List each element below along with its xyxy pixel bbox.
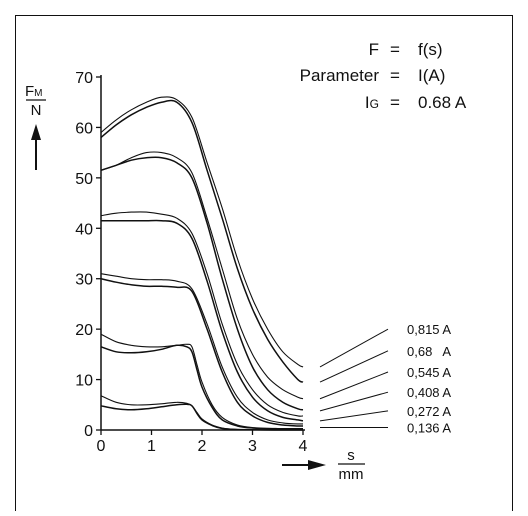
series-curve-4-b [100,277,304,427]
annotation-equals-2: = [390,66,400,85]
x-tick-label: 1 [147,438,156,455]
series-curve-3-b [100,219,304,422]
annotation-ig-sub: G [370,97,379,111]
x-tick-label: 4 [299,438,308,455]
legend-label: 0,815 A [407,322,451,337]
annotation-force-function: f(s) [418,40,443,59]
annotation-equals-1: = [390,40,400,59]
y-tick-label: 0 [84,423,93,440]
legend-label: 0,68 A [407,344,451,359]
y-tick-label: 60 [75,120,93,137]
y-label-arrow-head [31,124,41,140]
legend-label: 0,545 A [407,365,451,380]
x-label-arrow-head [308,460,326,470]
annotation-parameter-label: Parameter [300,66,380,85]
annotation-ig-main: I [365,93,370,112]
annotation-force-symbol: F [369,40,379,59]
curves [100,96,304,431]
y-label-numerator: FM [25,83,43,100]
legend-leader-line [319,391,389,412]
series-curve-1-a [100,96,304,368]
series-curve-2-a [100,151,304,400]
y-tick-label: 10 [75,373,93,390]
x-label-numerator: s [347,447,355,464]
y-tick-label: 70 [75,70,93,87]
series-curve-6-b [100,403,303,431]
legend-label: 0,136 A [407,420,451,435]
annotation-parameter-value: I(A) [418,66,445,85]
series-curve-4-a [100,273,304,425]
axes: 0 10 20 30 40 50 60 70 0 1 2 3 4 [75,70,307,455]
legend-label: 0,272 A [407,404,451,419]
x-label-denominator: mm [339,466,364,483]
y-tick-label: 50 [75,171,93,188]
y-label-m: M [34,88,42,99]
x-tick-label: 0 [97,438,106,455]
x-axis-label: s mm [282,447,365,483]
y-axis-label: FM N [25,83,46,170]
series-curve-1-b [100,99,304,383]
series-curve-3-a [100,211,304,417]
legend: 0,815 A 0,68 A 0,545 A 0,408 A 0,272 A0,136 … [319,322,451,435]
series-curve-5-b [100,344,304,430]
legend-label: 0,408 A [407,385,451,400]
legend-leader-line [319,410,389,422]
series-curve-2-b [100,156,304,411]
legend-leader-line [319,328,389,368]
y-label-f: F [25,83,34,100]
legend-leader-line [319,350,389,383]
annotation-equals-3: = [390,93,400,112]
annotation-ig-label: IG [365,93,379,112]
annotation-ig-value: 0.68 A [418,93,467,112]
y-tick-label: 40 [75,221,93,238]
x-tick-label: 3 [248,438,257,455]
y-tick-label: 20 [75,322,93,339]
x-tick-label: 2 [198,438,207,455]
parameter-annotation: F = f(s) Parameter = I(A) IG = 0.68 A [300,40,467,112]
y-label-denominator: N [31,102,42,119]
y-tick-label: 30 [75,272,93,289]
legend-leader-line [319,371,389,400]
